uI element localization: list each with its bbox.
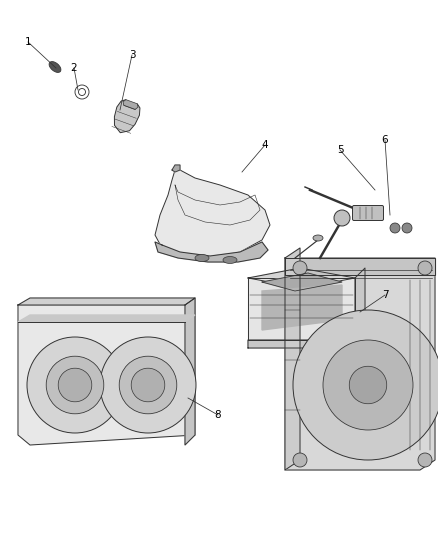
- Circle shape: [46, 356, 104, 414]
- Polygon shape: [18, 298, 195, 305]
- Text: 6: 6: [381, 135, 389, 145]
- Circle shape: [418, 261, 432, 275]
- Polygon shape: [155, 242, 268, 262]
- Polygon shape: [285, 258, 435, 275]
- Circle shape: [323, 340, 413, 430]
- Circle shape: [119, 356, 177, 414]
- Circle shape: [58, 368, 92, 402]
- Ellipse shape: [195, 254, 209, 262]
- Polygon shape: [18, 298, 195, 445]
- Text: 8: 8: [215, 410, 221, 420]
- Text: 7: 7: [381, 290, 389, 300]
- Polygon shape: [285, 248, 300, 470]
- Text: 3: 3: [129, 50, 135, 60]
- Polygon shape: [185, 298, 195, 445]
- Ellipse shape: [223, 256, 237, 263]
- Polygon shape: [114, 100, 140, 133]
- Polygon shape: [172, 165, 180, 172]
- Circle shape: [100, 337, 196, 433]
- Polygon shape: [248, 268, 355, 288]
- Polygon shape: [262, 285, 342, 330]
- Circle shape: [27, 337, 123, 433]
- Circle shape: [293, 310, 438, 460]
- Circle shape: [293, 261, 307, 275]
- Polygon shape: [123, 100, 138, 109]
- Polygon shape: [155, 170, 270, 258]
- Polygon shape: [18, 315, 195, 322]
- Text: 4: 4: [261, 140, 268, 150]
- Ellipse shape: [49, 61, 61, 72]
- Polygon shape: [248, 278, 355, 340]
- FancyBboxPatch shape: [353, 206, 384, 221]
- Text: 5: 5: [337, 145, 343, 155]
- Ellipse shape: [313, 235, 323, 241]
- Polygon shape: [248, 330, 365, 348]
- Polygon shape: [262, 273, 342, 291]
- Circle shape: [390, 223, 400, 233]
- Circle shape: [334, 210, 350, 226]
- Text: 2: 2: [71, 63, 78, 73]
- Circle shape: [349, 366, 387, 404]
- Polygon shape: [355, 268, 365, 340]
- Circle shape: [293, 453, 307, 467]
- Text: 1: 1: [25, 37, 31, 47]
- Circle shape: [402, 223, 412, 233]
- Circle shape: [418, 453, 432, 467]
- Circle shape: [131, 368, 165, 402]
- Polygon shape: [285, 258, 435, 470]
